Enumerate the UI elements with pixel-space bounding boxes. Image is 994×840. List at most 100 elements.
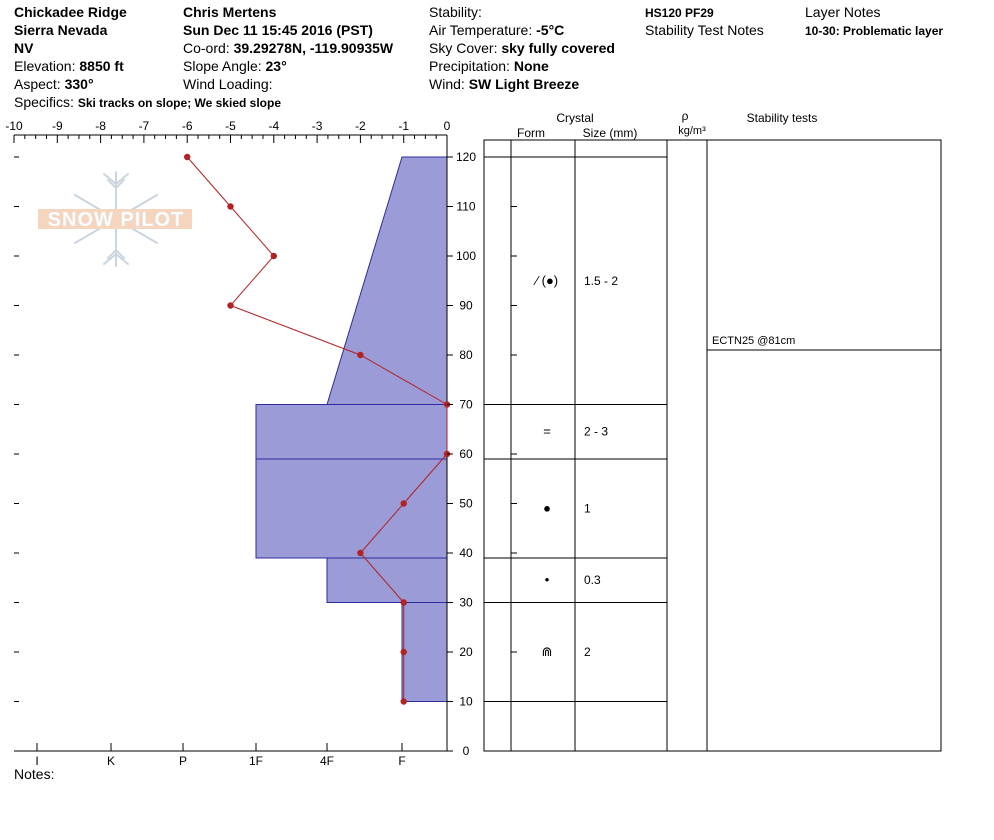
specifics-value: Ski tracks on slope; We skied slope	[77, 96, 281, 110]
coordinates-row: Co-ord: 39.29278N, -119.90935W	[183, 40, 393, 56]
air-temp-row: Air Temperature: -5°C	[429, 22, 564, 38]
depth-tick-label: 50	[459, 497, 473, 511]
depth-tick-label: 60	[459, 447, 473, 461]
temperature-tick-label: -9	[52, 119, 63, 133]
specifics-row: Specifics: Ski tracks on slope; We skied…	[14, 94, 281, 111]
temperature-line	[186, 156, 448, 702]
temperature-tick-label: -7	[139, 119, 150, 133]
mountain-range: Sierra Nevada	[14, 22, 108, 38]
hardness-layer-1	[326, 156, 448, 405]
temperature-point	[270, 252, 277, 260]
slope-angle-value: 23°	[265, 58, 287, 74]
aspect-row: Aspect: 330°	[14, 76, 94, 92]
temperature-point	[400, 599, 407, 606]
depth-tick-label: 10	[459, 695, 473, 709]
grain-size-value: 0.3	[584, 573, 601, 587]
hs-pf-value: HS120 PF29	[645, 6, 714, 20]
depth-tick-label: 90	[459, 299, 473, 313]
slope-angle-label: Slope Angle:	[183, 58, 262, 74]
aspect-value: 330°	[64, 76, 94, 92]
air-temp-label: Air Temperature:	[429, 22, 533, 38]
coordinates-label: Co-ord:	[183, 40, 230, 56]
state: NV	[14, 40, 34, 56]
grain-form-symbol: ⋒	[542, 644, 553, 659]
grain-size-value: 2	[584, 645, 591, 659]
wind-value: SW Light Breeze	[468, 76, 580, 92]
temperature-point	[400, 698, 407, 705]
logo-text: SNOW PILOT	[48, 209, 185, 231]
precipitation-row: Precipitation: None	[429, 58, 549, 74]
layers-table-border	[483, 139, 942, 752]
form-header: Form	[517, 126, 545, 140]
temperature-tick-label: -2	[355, 119, 366, 133]
grain-size-value: 2 - 3	[584, 425, 608, 439]
logo-band	[38, 209, 192, 229]
depth-tick-label: 30	[459, 596, 473, 610]
stability-test-notes-label: Stability Test Notes	[645, 22, 764, 38]
sky-cover-row: Sky Cover: sky fully covered	[429, 40, 615, 56]
depth-tick-label: 120	[456, 150, 476, 164]
size-header: Size (mm)	[583, 126, 638, 140]
slope-angle-row: Slope Angle: 23°	[183, 58, 287, 74]
precipitation-value: None	[513, 58, 549, 74]
temperature-tick-label: -5	[225, 119, 236, 133]
hardness-tick-label: K	[107, 754, 115, 768]
hardness-tick-label: I	[35, 754, 38, 768]
temperature-tick-label: 0	[444, 119, 451, 133]
layer-notes-label: Layer Notes	[805, 4, 881, 20]
hardness-tick-label: 1F	[249, 754, 263, 768]
layer-note-1: 10-30: Problematic layer	[805, 24, 944, 38]
wind-loading-label: Wind Loading:	[183, 76, 273, 92]
grain-form-symbol: ⁄ (●)	[533, 273, 558, 288]
wind-label: Wind:	[429, 76, 465, 92]
coordinates-value: 39.29278N, -119.90935W	[233, 40, 394, 56]
temperature-point	[357, 549, 364, 557]
site-name: Chickadee Ridge	[14, 4, 127, 20]
temperature-tick-label: -6	[182, 119, 193, 133]
grain-size-value: 1.5 - 2	[584, 274, 618, 288]
temperature-point	[400, 500, 407, 507]
temperature-point	[357, 351, 364, 359]
stability-test-label: ECTN25 @81cm	[712, 335, 795, 347]
hardness-layer-5	[401, 602, 448, 702]
elevation-label: Elevation:	[14, 58, 76, 74]
aspect-label: Aspect:	[14, 76, 61, 92]
depth-tick-label: 70	[459, 398, 473, 412]
temperature-point	[184, 153, 191, 161]
hardness-tick-label: 4F	[320, 754, 334, 768]
snowpilot-logo: SNOW PILOT	[38, 171, 192, 267]
wind-row: Wind: SW Light Breeze	[429, 76, 579, 92]
elevation-value: 8850 ft	[79, 58, 124, 74]
stability-tests-header: Stability tests	[747, 111, 818, 125]
temperature-point	[400, 648, 407, 656]
elevation-row: Elevation: 8850 ft	[14, 58, 124, 74]
temperature-point	[227, 203, 234, 210]
depth-tick-label: 110	[456, 200, 475, 214]
temperature-tick-label: -3	[312, 119, 323, 133]
grain-form-symbol: •	[545, 572, 550, 587]
hardness-layer-2	[255, 404, 448, 460]
density-symbol: ρ	[682, 109, 689, 123]
observer-name: Chris Mertens	[183, 4, 277, 20]
observation-datetime: Sun Dec 11 15:45 2016 (PST)	[183, 22, 373, 38]
temperature-tick-label: -8	[95, 119, 106, 133]
precipitation-label: Precipitation:	[429, 58, 510, 74]
density-unit: kg/m³	[678, 125, 706, 137]
depth-tick-label: 80	[459, 348, 473, 362]
sky-cover-value: sky fully covered	[501, 40, 615, 56]
crystal-header: Crystal	[556, 111, 593, 125]
hardness-layer-4	[326, 557, 448, 603]
grain-size-value: 1	[584, 501, 591, 515]
hardness-layer-3	[255, 458, 448, 559]
depth-tick-label: 100	[456, 249, 476, 263]
hardness-tick-label: P	[179, 754, 187, 768]
hardness-tick-label: F	[398, 754, 405, 768]
air-temp-value: -5°C	[536, 22, 565, 38]
depth-tick-label: 0	[463, 744, 470, 758]
depth-tick-label: 40	[459, 546, 473, 560]
temperature-tick-label: -1	[398, 119, 409, 133]
temperature-point	[227, 302, 234, 309]
grain-form-symbol: =	[543, 424, 551, 439]
notes-label: Notes:	[14, 766, 55, 782]
